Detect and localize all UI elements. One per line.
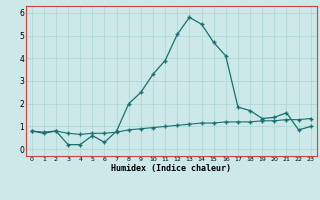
X-axis label: Humidex (Indice chaleur): Humidex (Indice chaleur) [111, 164, 231, 173]
